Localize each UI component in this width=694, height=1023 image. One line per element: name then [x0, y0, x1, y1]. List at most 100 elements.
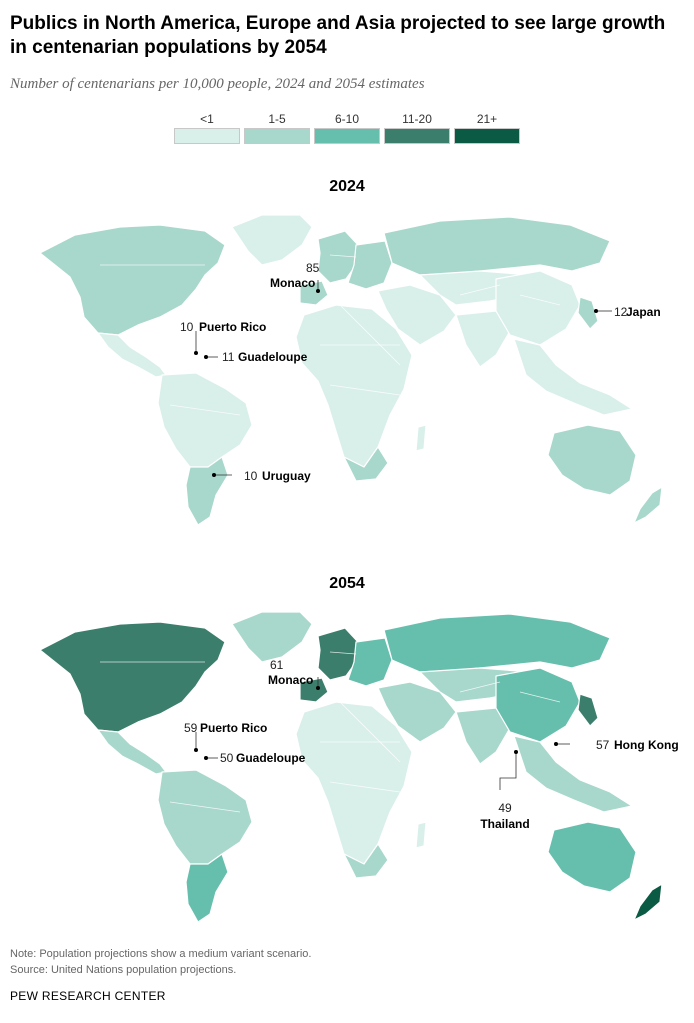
region-africa	[295, 304, 413, 468]
callout-value: 85	[306, 261, 320, 275]
callout-name: Puerto Rico	[200, 721, 267, 735]
callout-dot	[194, 748, 198, 752]
country-border	[339, 701, 401, 763]
callout-dot	[212, 473, 216, 477]
callout-name: Puerto Rico	[199, 320, 266, 334]
callout-value: 11	[222, 350, 235, 364]
region-southern-cone	[185, 853, 229, 923]
callout-value: 57	[596, 738, 610, 752]
country-border	[169, 801, 241, 813]
region-middle-east	[377, 681, 457, 743]
region-europe-east	[347, 637, 393, 687]
region-greenland	[231, 214, 313, 266]
legend-item: 6-10	[314, 110, 380, 144]
callout-dot	[194, 351, 198, 355]
legend-item: 21+	[454, 110, 520, 144]
region-europe-west	[317, 627, 359, 681]
region-southeast-asia	[513, 735, 633, 813]
region-europe-east	[347, 240, 393, 290]
country-border	[459, 681, 501, 693]
country-border	[519, 294, 561, 306]
region-russia	[383, 216, 611, 276]
region-australia	[547, 424, 637, 496]
callout-dot	[316, 289, 320, 293]
legend-item: 1-5	[244, 110, 310, 144]
callout-line	[499, 752, 517, 790]
region-korea-taiwan	[577, 296, 599, 330]
region-southeast-asia	[513, 338, 633, 416]
country-border	[329, 384, 401, 396]
region-north-america	[39, 224, 226, 336]
callout-value: 10	[244, 469, 258, 483]
callout-name: Guadeloupe	[238, 350, 308, 364]
legend-label: 6-10	[334, 112, 360, 126]
legend-swatch	[454, 128, 520, 144]
country-border	[339, 304, 401, 366]
country-border	[169, 404, 241, 416]
callout-name: Uruguay	[262, 469, 311, 483]
region-korea-taiwan	[577, 693, 599, 727]
callout-value: 49	[498, 801, 512, 815]
region-south-america	[157, 769, 253, 865]
map-title-2054: 2054	[329, 575, 365, 592]
chart-subtitle: Number of centenarians per 10,000 people…	[10, 76, 425, 92]
region-europe-west	[317, 230, 359, 284]
country-border	[329, 254, 357, 258]
region-north-america	[39, 621, 226, 733]
callout-name: Thailand	[480, 817, 529, 831]
callout-dot	[554, 742, 558, 746]
region-australia	[547, 821, 637, 893]
region-south-africa	[343, 446, 389, 482]
legend-label: 21+	[476, 112, 498, 126]
region-madagascar	[415, 424, 427, 452]
brand-label: PEW RESEARCH CENTER	[10, 989, 166, 1003]
legend-label: <1	[200, 112, 214, 126]
region-russia	[383, 613, 611, 673]
legend-item: <1	[174, 110, 240, 144]
region-madagascar	[415, 821, 427, 849]
callout-dot	[316, 686, 320, 690]
callout-dot	[594, 309, 598, 313]
region-new-zealand	[633, 486, 663, 524]
callout-name: Japan	[626, 305, 661, 319]
legend-label: 11-20	[402, 112, 432, 126]
region-new-zealand	[633, 883, 663, 921]
region-africa	[295, 701, 413, 865]
callout-name: Monaco	[270, 276, 315, 290]
country-border	[329, 781, 401, 793]
callout-dot	[514, 750, 518, 754]
legend-swatch	[174, 128, 240, 144]
callout-name: Monaco	[268, 673, 313, 687]
country-border	[519, 691, 561, 703]
region-south-africa	[343, 843, 389, 879]
callout-dot	[204, 355, 208, 359]
region-greenland	[231, 611, 313, 663]
map-title-2024: 2024	[329, 178, 365, 195]
note-text: Note: Population projections show a medi…	[10, 948, 312, 960]
country-border	[329, 651, 357, 655]
region-south-america	[157, 372, 253, 468]
source-text: Source: United Nations population projec…	[10, 964, 237, 976]
legend-swatch	[314, 128, 380, 144]
callout-name: Hong Kong	[614, 738, 679, 752]
region-central-america	[97, 729, 167, 775]
region-southern-cone	[185, 456, 229, 526]
legend-item: 11-20	[384, 110, 450, 144]
region-central-america	[97, 332, 167, 378]
callout-name: Guadeloupe	[236, 751, 306, 765]
callout-dot	[204, 756, 208, 760]
callout-value: 61	[270, 658, 284, 672]
country-border	[459, 284, 501, 296]
legend: <1 1-5 6-10 11-20 21+	[174, 110, 524, 150]
legend-swatch	[384, 128, 450, 144]
legend-swatch	[244, 128, 310, 144]
region-east-asia	[495, 667, 581, 743]
region-east-asia	[495, 270, 581, 346]
callout-value: 59	[184, 721, 198, 735]
chart-title: Publics in North America, Europe and Asi…	[10, 13, 666, 58]
callout-value: 50	[220, 751, 234, 765]
callout-value: 10	[180, 320, 194, 334]
region-middle-east	[377, 284, 457, 346]
